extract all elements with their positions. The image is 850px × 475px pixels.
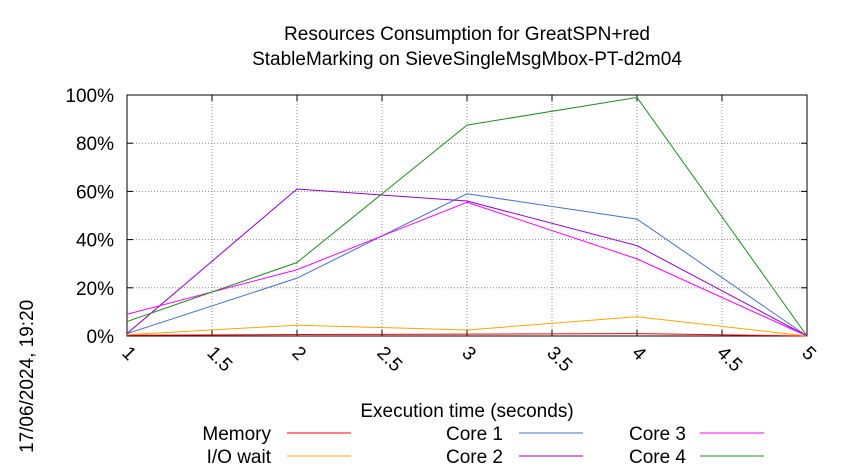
series-lines (126, 96, 808, 337)
y-tick-label: 60% (76, 182, 114, 203)
y-tick-label: 0% (87, 327, 115, 348)
x-tick-label: 2.5 (372, 343, 406, 377)
series-line-core-3 (126, 201, 808, 337)
legend-label-core-2: Core 2 (446, 447, 503, 468)
x-tick-label: 4.5 (712, 343, 746, 377)
grid-lines (127, 95, 807, 336)
x-tick-label: 1 (117, 343, 139, 365)
series-line-core-4 (126, 96, 808, 337)
x-tick-label: 2 (287, 343, 309, 365)
series-line-i-o-wait (126, 316, 808, 337)
x-tick-label: 3.5 (542, 343, 576, 377)
y-tick-labels: 0% 20% 40% 60% 80% 100% (65, 86, 807, 348)
legend-label-i-o-wait: I/O wait (207, 447, 272, 468)
y-tick-label: 100% (65, 86, 114, 107)
series-line-core-1 (126, 193, 808, 337)
legend-label-core-4: Core 4 (629, 447, 686, 468)
chart-title-line-2: StableMarking on SieveSingleMsgMbox-PT-d… (252, 49, 682, 70)
timestamp-label: 17/06/2024, 19:20 (17, 300, 38, 453)
x-tick-label: 5 (797, 343, 819, 365)
x-tick-label: 1.5 (202, 343, 236, 377)
series-line-core-2 (126, 188, 808, 337)
chart-title-line-1: Resources Consumption for GreatSPN+red (284, 24, 650, 45)
y-tick-label: 80% (76, 134, 114, 155)
legend-label-core-1: Core 1 (446, 424, 503, 445)
y-tick-label: 20% (76, 279, 114, 300)
legend-label-core-3: Core 3 (629, 424, 686, 445)
series-line-memory (126, 333, 808, 337)
x-tick-label: 4 (627, 343, 650, 366)
x-tick-label: 3 (457, 343, 479, 365)
x-axis-label: Execution time (seconds) (360, 401, 573, 422)
legend-label-memory: Memory (202, 424, 271, 445)
y-tick-label: 40% (76, 231, 114, 252)
